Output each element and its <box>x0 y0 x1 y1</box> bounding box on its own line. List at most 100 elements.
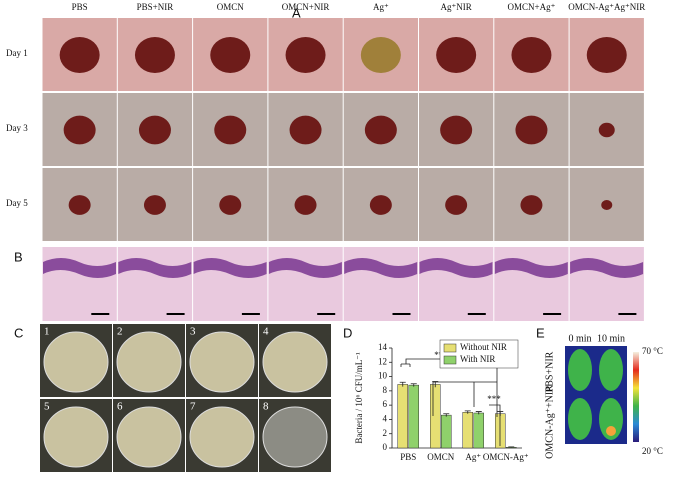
epidermis <box>43 258 116 278</box>
wound <box>138 115 171 145</box>
plate-number: 3 <box>190 326 196 338</box>
column-header: Ag⁺ <box>373 2 389 12</box>
error-bar <box>464 410 471 414</box>
row-label: OMCN-Ag⁺+NIR <box>544 385 555 459</box>
wound <box>134 37 175 73</box>
y-tick-label: 2 <box>383 428 388 438</box>
plate-number: 5 <box>44 401 50 413</box>
legend-label: With NIR <box>460 354 495 364</box>
plate-number: 8 <box>263 401 269 413</box>
y-tick-label: 14 <box>378 342 388 352</box>
wound <box>440 115 473 145</box>
wound <box>68 195 91 215</box>
panel-label: B <box>14 249 23 264</box>
error-bar <box>399 381 406 387</box>
scale-max: 70 °C <box>642 346 663 356</box>
wound <box>219 195 242 215</box>
wound <box>364 115 397 145</box>
plate-number: 7 <box>190 401 196 413</box>
wound <box>520 195 543 215</box>
bar <box>441 414 452 449</box>
epidermis <box>494 258 568 278</box>
bar <box>430 384 441 449</box>
error-bar <box>508 446 515 448</box>
mouse <box>568 398 592 440</box>
epidermis <box>118 258 192 278</box>
epidermis <box>570 258 644 278</box>
row-label: PBS+NIR <box>544 351 555 392</box>
wound <box>369 195 392 215</box>
legend-swatch <box>443 355 457 365</box>
column-header: PBS+NIR <box>137 2 174 12</box>
y-tick-label: 4 <box>383 413 388 423</box>
plate <box>116 406 182 468</box>
error-bar <box>475 411 482 415</box>
y-tick-label: 6 <box>383 399 388 409</box>
wound <box>210 37 251 73</box>
column-header: OMCN <box>217 2 245 12</box>
y-tick-label: 8 <box>383 385 388 395</box>
histology <box>193 247 268 321</box>
wound <box>63 115 96 145</box>
column-header: PBS <box>72 2 88 12</box>
error-bar <box>410 383 417 387</box>
legend-label: Without NIR <box>460 342 507 352</box>
error-bar <box>432 381 439 388</box>
wound <box>294 195 317 215</box>
panel-label: C <box>14 325 23 340</box>
plate <box>116 331 182 393</box>
mouse <box>599 349 623 391</box>
wound <box>360 37 401 73</box>
column-header: OMCN+NIR <box>282 2 330 12</box>
epidermis <box>268 258 342 278</box>
column-header: OMCN-Ag⁺Ag⁺NIR <box>568 2 645 12</box>
colorbar <box>633 352 639 442</box>
bar <box>408 384 419 449</box>
mouse <box>599 398 623 440</box>
wound <box>214 115 247 145</box>
wound <box>511 37 552 73</box>
epidermis <box>193 258 267 278</box>
x-tick-label: OMCN-Ag⁺ <box>483 452 529 462</box>
wound <box>285 37 326 73</box>
bar <box>473 412 484 449</box>
wound <box>143 195 166 215</box>
plate <box>262 331 328 393</box>
wound <box>586 37 627 73</box>
wound <box>598 122 615 138</box>
histology <box>268 247 343 321</box>
y-tick-label: 12 <box>378 356 387 366</box>
wound <box>289 115 322 145</box>
wound <box>436 37 477 73</box>
histology <box>343 247 418 321</box>
row-label: Day 5 <box>6 198 28 208</box>
column-header: Ag⁺NIR <box>441 2 472 12</box>
plate-number: 1 <box>44 326 50 338</box>
y-tick-label: 0 <box>383 442 388 452</box>
plate <box>189 331 255 393</box>
column-header: OMCN+Ag⁺ <box>508 2 556 12</box>
y-tick-label: 10 <box>378 371 388 381</box>
panel-label: A <box>292 5 301 20</box>
legend-swatch <box>443 343 457 353</box>
row-label: Day 1 <box>6 48 28 58</box>
epidermis <box>419 258 493 278</box>
wound <box>59 37 100 73</box>
bracket <box>489 404 501 446</box>
row-label: Day 3 <box>6 123 28 133</box>
plate <box>43 331 109 393</box>
time-label: 0 min <box>568 333 591 344</box>
histology <box>569 247 644 321</box>
epidermis <box>344 258 418 278</box>
histology <box>42 247 117 321</box>
wound <box>515 115 548 145</box>
annotation: *** <box>487 394 501 404</box>
hotspot <box>606 426 616 436</box>
panel-label: E <box>536 325 545 340</box>
histology <box>117 247 193 321</box>
plate-number: 4 <box>263 326 269 338</box>
histology <box>494 247 569 321</box>
scale-min: 20 °C <box>642 446 663 456</box>
panel-label: D <box>343 325 352 340</box>
